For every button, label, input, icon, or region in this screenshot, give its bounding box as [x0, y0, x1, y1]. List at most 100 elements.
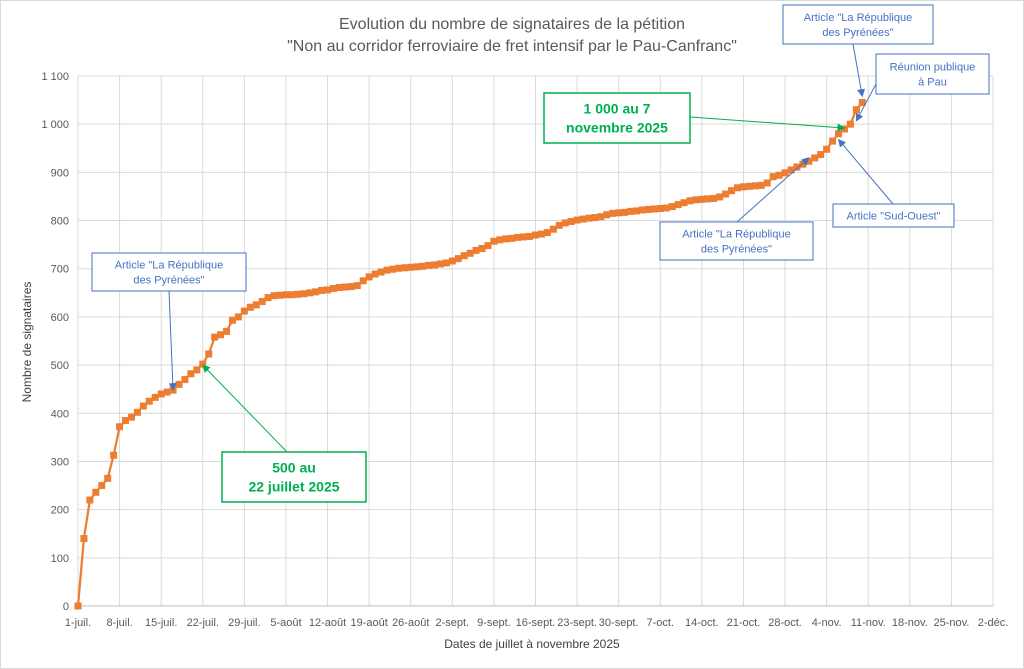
- x-tick-label: 26-août: [392, 617, 429, 629]
- data-point: [324, 286, 332, 294]
- annotation-text: Réunion publique: [890, 62, 976, 74]
- data-point: [389, 265, 397, 273]
- data-point: [680, 199, 688, 207]
- data-point: [466, 249, 474, 257]
- data-point: [240, 307, 248, 315]
- annotation-arrow: [837, 138, 894, 205]
- data-point: [520, 233, 528, 241]
- data-point: [145, 397, 153, 405]
- data-point: [264, 294, 272, 302]
- data-point: [514, 233, 522, 241]
- data-point: [734, 184, 742, 192]
- annotation-text: des Pyrénées": [822, 27, 893, 39]
- data-point: [329, 284, 337, 292]
- data-point: [829, 137, 837, 145]
- data-point: [656, 205, 664, 212]
- annotation-callout: Article "La République des Pyrénées": [91, 252, 247, 392]
- data-point: [537, 230, 545, 238]
- annotation-box: [832, 203, 955, 228]
- data-point: [526, 232, 534, 240]
- x-axis-ticks: 1-juil. 8-juil. 15-juil. 22-juil. 29-juil. 5-…: [65, 617, 1008, 629]
- data-point: [823, 145, 831, 153]
- annotation-arrow: [855, 83, 877, 122]
- chart-title-line-2: "Non au corridor ferroviaire de fret int…: [287, 38, 737, 55]
- y-tick-label: 500: [51, 360, 69, 372]
- annotation-box: [659, 221, 814, 261]
- data-point: [407, 263, 415, 271]
- y-tick-label: 400: [51, 408, 69, 420]
- annotation-text: Article "Sud-Ouest": [846, 211, 940, 223]
- x-tick-label: 29-juil.: [228, 617, 260, 629]
- data-point: [211, 333, 219, 341]
- x-tick-label: 2-déc.: [978, 617, 1009, 629]
- annotation-text: novembre 2025: [566, 120, 668, 136]
- data-point: [621, 208, 629, 216]
- data-point: [377, 268, 385, 276]
- data-point: [508, 234, 516, 242]
- data-point: [490, 237, 498, 245]
- x-tick-label: 16-sept.: [516, 617, 556, 629]
- x-tick-label: 15-juil.: [145, 617, 177, 629]
- data-point: [413, 263, 421, 271]
- data-point: [359, 277, 367, 285]
- data-point: [817, 151, 825, 159]
- annotation-box: [782, 4, 934, 45]
- annotation-callout: Article "Sud-Ouest": [832, 138, 955, 228]
- annotation-box: [91, 252, 247, 292]
- data-point: [603, 211, 611, 219]
- annotation-text: Article "La République: [115, 260, 223, 272]
- x-tick-label: 12-août: [309, 617, 346, 629]
- data-point: [662, 204, 670, 212]
- x-tick-label: 25-nov.: [933, 617, 969, 629]
- data-point: [496, 236, 504, 244]
- data-point: [92, 488, 100, 496]
- x-tick-label: 19-août: [350, 617, 387, 629]
- data-point: [74, 602, 82, 610]
- y-tick-label: 1 000: [41, 119, 69, 131]
- data-point: [472, 246, 480, 254]
- data-point: [716, 193, 724, 201]
- x-tick-label: 5-août: [270, 617, 301, 629]
- data-point: [151, 393, 159, 401]
- data-point: [395, 264, 403, 272]
- annotation-box: [543, 92, 691, 144]
- data-point: [163, 388, 171, 396]
- data-point: [436, 260, 444, 268]
- data-point: [282, 291, 290, 299]
- data-point: [288, 291, 296, 299]
- data-point: [353, 282, 361, 290]
- data-point: [745, 182, 753, 190]
- annotation-box: [875, 53, 990, 95]
- data-point: [532, 231, 539, 239]
- data-point: [728, 187, 736, 195]
- annotation-text: 1 000 au 7: [584, 101, 651, 117]
- x-tick-label: 9-sept.: [477, 617, 511, 629]
- data-point: [549, 225, 557, 233]
- data-point: [674, 201, 682, 209]
- series-signataires: [74, 99, 866, 610]
- data-point: [401, 264, 409, 272]
- data-point: [751, 182, 759, 190]
- annotation-arrow: [852, 43, 865, 98]
- data-point: [561, 219, 569, 227]
- data-point: [710, 194, 718, 202]
- data-point: [502, 235, 510, 243]
- data-point: [335, 284, 343, 292]
- x-tick-label: 2-sept.: [435, 617, 469, 629]
- x-tick-label: 28-oct.: [768, 617, 802, 629]
- data-point: [181, 376, 189, 384]
- gridlines: [77, 75, 994, 606]
- data-point: [127, 413, 135, 421]
- data-point: [193, 366, 201, 374]
- x-tick-label: 1-juil.: [65, 617, 91, 629]
- data-point: [787, 166, 795, 174]
- data-point: [811, 154, 819, 162]
- annotations: Article "La République des Pyrénées" 500 a…: [91, 4, 990, 503]
- data-point: [722, 190, 730, 198]
- data-point: [318, 286, 326, 294]
- data-point: [585, 214, 593, 222]
- chart-title-line-1: Evolution du nombre de signataires de la…: [339, 16, 685, 33]
- annotation-text: Article "La République: [682, 229, 790, 241]
- data-point: [86, 496, 94, 504]
- data-point: [157, 390, 165, 398]
